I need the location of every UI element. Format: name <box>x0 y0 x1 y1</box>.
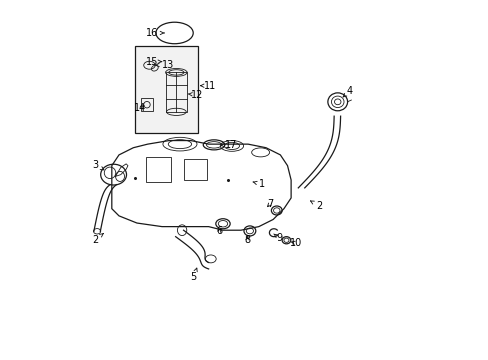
Text: 14: 14 <box>134 103 146 113</box>
Text: 4: 4 <box>343 86 352 97</box>
Bar <box>135 45 198 134</box>
Text: 16: 16 <box>146 28 164 38</box>
Text: 6: 6 <box>216 226 222 236</box>
Text: 2: 2 <box>92 234 103 245</box>
Text: 13: 13 <box>156 59 174 69</box>
Text: 7: 7 <box>266 199 273 209</box>
Bar <box>183 159 206 180</box>
Bar <box>165 72 187 112</box>
Text: 12: 12 <box>188 90 203 100</box>
Text: 3: 3 <box>92 159 103 170</box>
Text: 15: 15 <box>146 57 161 67</box>
Bar <box>140 98 153 111</box>
Text: 9: 9 <box>273 233 282 243</box>
Text: 1: 1 <box>253 179 264 189</box>
Text: 5: 5 <box>190 268 197 282</box>
Text: 8: 8 <box>244 235 250 245</box>
Text: 17: 17 <box>221 140 237 150</box>
Text: 2: 2 <box>310 201 322 211</box>
Bar <box>145 157 171 182</box>
Text: 11: 11 <box>200 81 216 91</box>
Text: 10: 10 <box>289 238 301 248</box>
